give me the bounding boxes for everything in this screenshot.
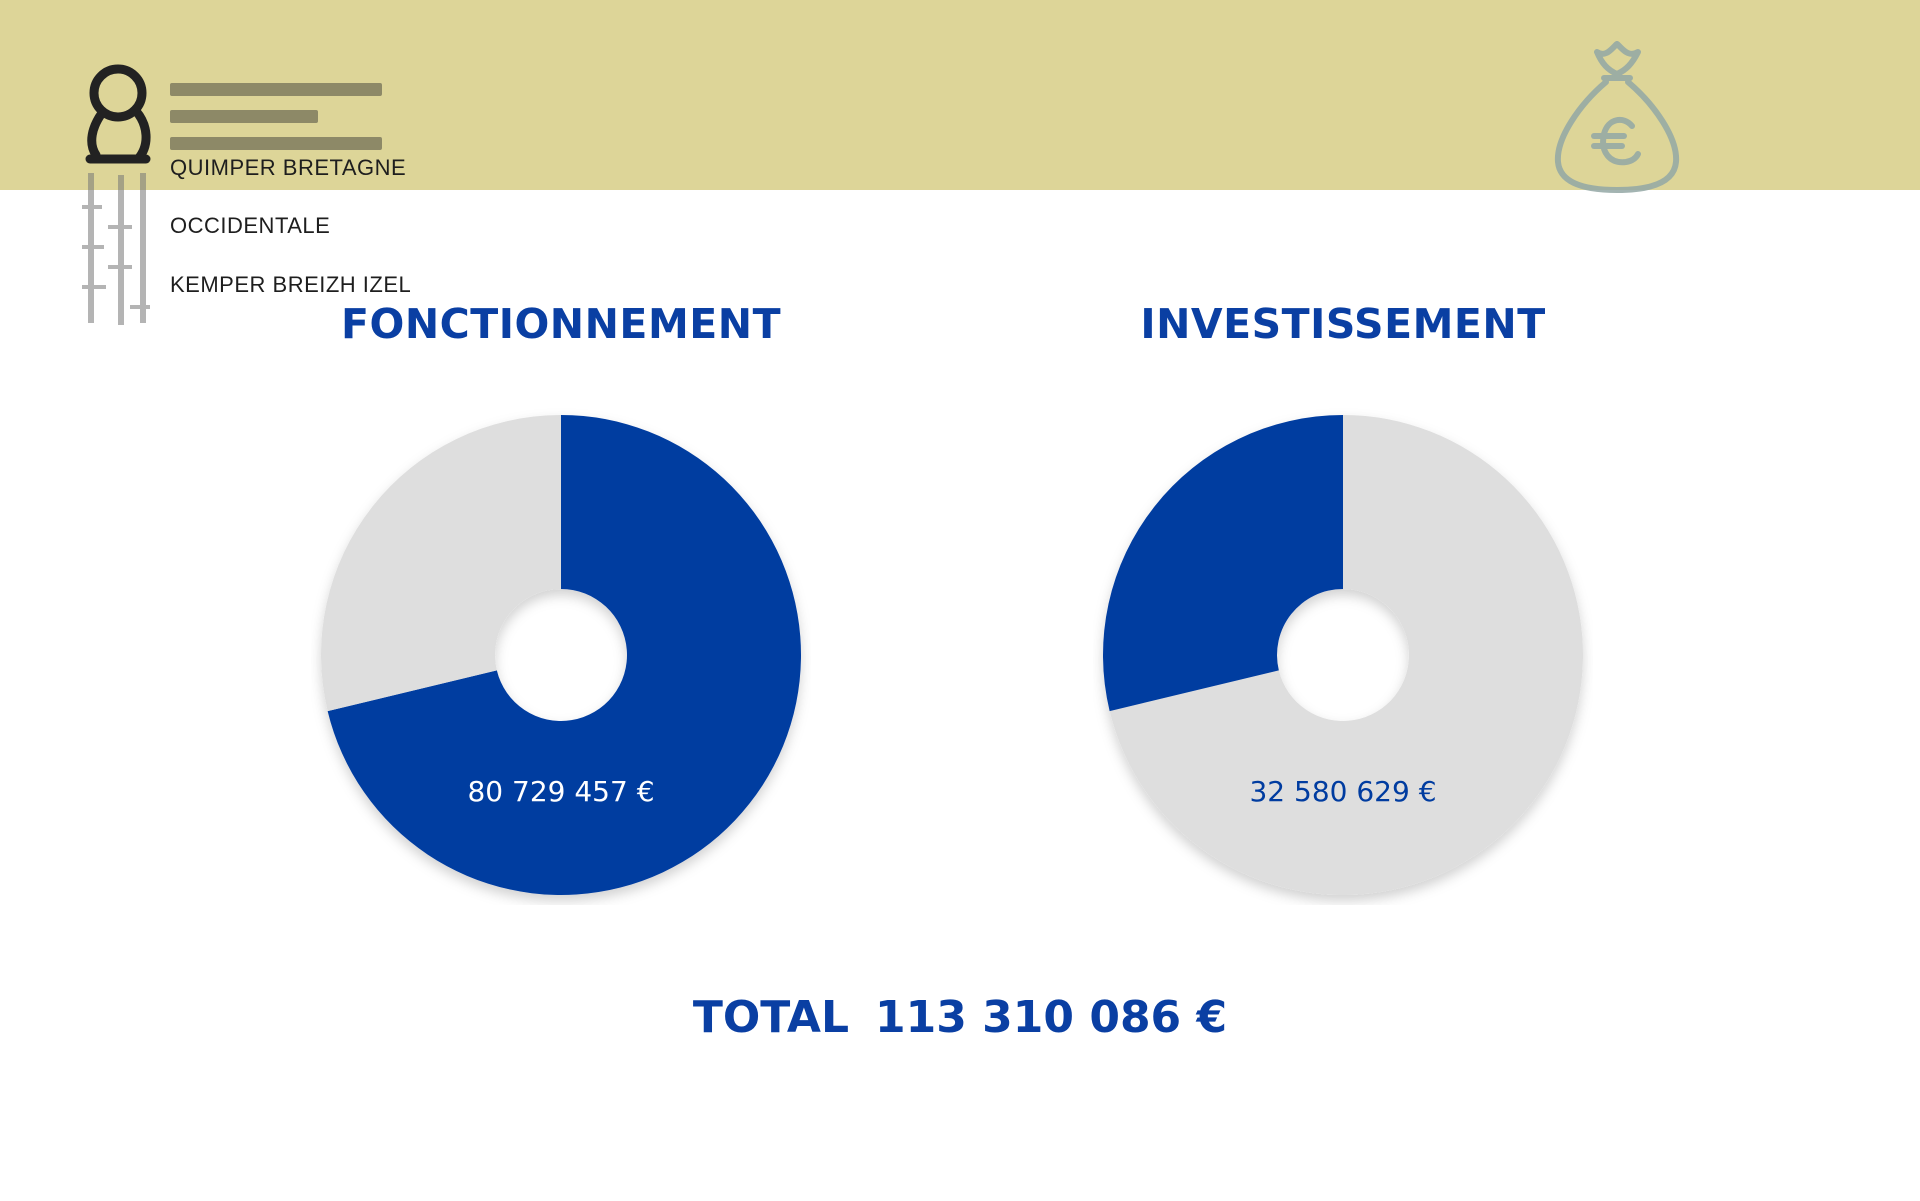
logo-blurred-line-1 [170, 83, 382, 96]
total-line: TOTAL 113 310 086 € [0, 992, 1920, 1043]
euro-money-bag-icon [1554, 41, 1680, 193]
logo-text-line-2: OCCIDENTALE [170, 213, 331, 238]
quimper-bretagne-logo: QUIMPER BRETAGNE OCCIDENTALE KEMPER BREI… [78, 55, 411, 335]
chart-title-fonctionnement: FONCTIONNEMENT [340, 300, 782, 348]
logo-blurred-line-3 [170, 137, 382, 150]
donut-slice-investissement [320, 415, 561, 712]
donut-value-label: 32 580 629 € [1249, 775, 1436, 808]
donut-slice-investissement [1103, 415, 1343, 712]
donut-chart-fonctionnement: 80 729 457 € [320, 415, 801, 895]
total-label: TOTAL [692, 992, 849, 1043]
donut-value-label: 80 729 457 € [467, 775, 654, 808]
donut-slice-fonctionnement [327, 415, 801, 895]
donut-slice-fonctionnement [1109, 415, 1583, 895]
donut-chart-investissement: 32 580 629 € [1103, 415, 1583, 895]
logo-text-line-3: KEMPER BREIZH IZEL [170, 272, 412, 297]
logo-blurred-line-2 [170, 110, 318, 123]
logo-text-line-1: QUIMPER BRETAGNE [170, 155, 407, 180]
logo-mark-icon [82, 64, 151, 325]
chart-title-investissement: INVESTISSEMENT [1140, 300, 1546, 348]
total-value: 113 310 086 € [875, 992, 1228, 1043]
